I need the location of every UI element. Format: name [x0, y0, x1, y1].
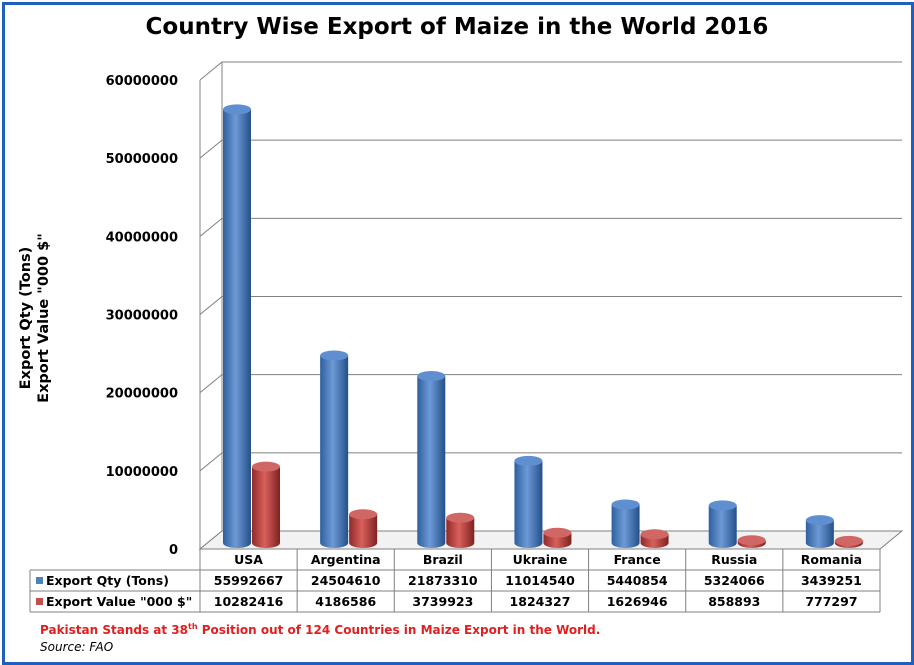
footnote: Pakistan Stands at 38th Position out of … — [40, 622, 600, 637]
bar-value-top — [640, 529, 669, 540]
data-label: 3439251 — [801, 573, 862, 588]
chart-title: Country Wise Export of Maize in the Worl… — [145, 14, 769, 40]
y-tick-label: 20000000 — [106, 387, 178, 402]
bar-value-top — [349, 509, 378, 520]
bar-qty — [417, 376, 446, 548]
category-label: Ukraine — [513, 552, 568, 567]
bar-qty-top — [611, 499, 640, 510]
data-label: 3739923 — [412, 594, 473, 609]
bar-value-top — [543, 527, 572, 538]
bar-qty-top — [320, 350, 349, 361]
bar-qty-top — [708, 500, 737, 511]
bar-qty — [708, 505, 737, 548]
data-label: 55992667 — [214, 573, 284, 588]
bar-value-top — [834, 535, 863, 546]
category-label: Argentina — [311, 552, 381, 567]
data-label: 777297 — [805, 594, 857, 609]
category-label: France — [614, 552, 661, 567]
data-label: 1824327 — [510, 594, 571, 609]
bar-value-top — [252, 461, 280, 472]
footnote-before: Pakistan Stands at 38 — [40, 623, 189, 637]
data-label: 10282416 — [214, 594, 284, 609]
legend-key — [36, 598, 43, 605]
bar-qty-top — [805, 515, 834, 526]
data-label: 858893 — [708, 594, 760, 609]
footnote-sup: th — [188, 622, 198, 631]
bar-qty — [805, 520, 834, 548]
footnote-after: Position out of 124 Countries in Maize E… — [197, 623, 601, 637]
bar-value — [446, 517, 475, 548]
gridline-depth — [199, 217, 223, 237]
y-tick-label: 10000000 — [106, 465, 178, 480]
data-label: 11014540 — [505, 573, 575, 588]
gridline-depth — [199, 61, 223, 81]
legend-name: Export Qty (Tons) — [46, 573, 169, 588]
source-note: Source: FAO — [40, 640, 114, 654]
data-label: 5440854 — [607, 573, 668, 588]
bar-qty — [611, 504, 640, 548]
gridline-depth — [199, 296, 223, 315]
legend-name: Export Value "000 $" — [46, 594, 192, 609]
y-tick-label: 60000000 — [106, 74, 178, 89]
category-label: Russia — [711, 552, 757, 567]
bar-qty — [514, 460, 543, 548]
bar-qty-top — [223, 104, 251, 115]
bar-qty — [320, 355, 349, 548]
y-tick-label: 0 — [169, 543, 178, 558]
gridline-depth — [199, 452, 223, 472]
legend-key — [36, 577, 43, 584]
bar-qty-top — [417, 371, 446, 382]
y-tick-label: 30000000 — [106, 309, 178, 324]
data-label: 5324066 — [704, 573, 765, 588]
gridline-depth — [199, 374, 223, 394]
data-label: 21873310 — [408, 573, 478, 588]
bar-qty-top — [514, 455, 543, 466]
bar-value — [349, 514, 378, 548]
gridline-depth — [199, 139, 223, 159]
data-label: 4186586 — [315, 594, 376, 609]
y-tick-label: 40000000 — [106, 230, 178, 245]
bar-value-top — [446, 512, 475, 523]
category-label: Romania — [801, 552, 862, 567]
bar-value — [252, 466, 280, 548]
bar-qty — [223, 109, 251, 549]
category-label: USA — [234, 552, 263, 567]
data-label: 1626946 — [607, 594, 668, 609]
bar-value-top — [737, 535, 766, 546]
data-label: 24504610 — [311, 573, 381, 588]
category-label: Brazil — [423, 552, 463, 567]
y-tick-label: 50000000 — [106, 152, 178, 167]
